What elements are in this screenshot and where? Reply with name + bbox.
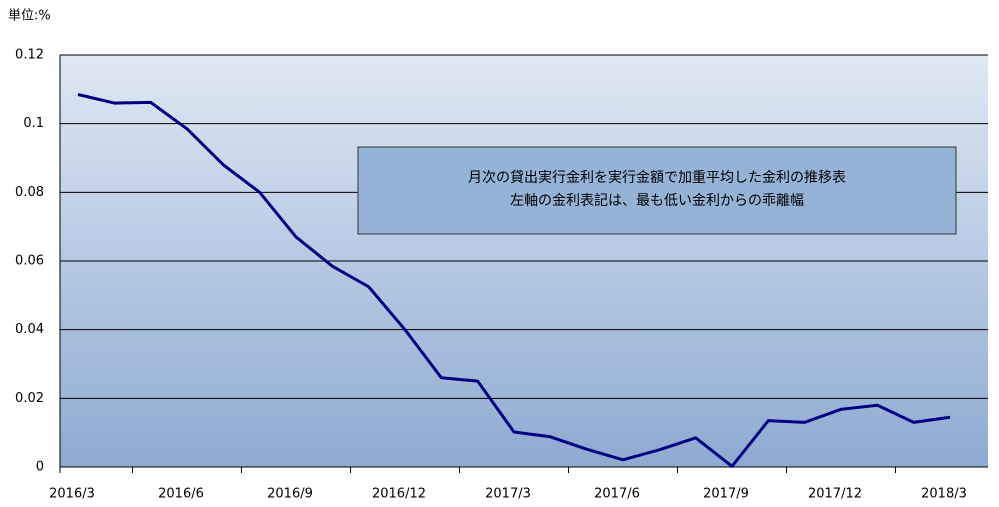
x-tick-label: 2016/9 <box>267 487 313 502</box>
annotation-box <box>357 146 957 235</box>
x-tick-label: 2018/3 <box>921 487 967 502</box>
x-tick-label: 2017/12 <box>808 487 862 502</box>
annotation: 月次の貸出実行金利を実行金額で加重平均した金利の推移表 <box>468 170 846 186</box>
x-tick-label: 2017/3 <box>485 487 531 502</box>
x-tick-label: 2016/12 <box>372 487 426 502</box>
annotation: 左軸の金利表記は、最も低い金利からの乖離幅 <box>510 192 804 209</box>
y-tick-label: 0 <box>36 460 44 475</box>
y-tick-label: 0.02 <box>15 391 44 406</box>
x-tick-label: 2017/6 <box>594 487 640 502</box>
unit-label: 単位:% <box>8 8 51 24</box>
x-tick-label: 2017/9 <box>703 487 749 502</box>
y-tick-label: 0.12 <box>15 48 44 63</box>
x-tick-label: 2016/6 <box>158 487 204 502</box>
y-tick-label: 0.04 <box>15 322 44 337</box>
y-tick-label: 0.1 <box>23 116 44 131</box>
line <box>77 93 951 468</box>
y-tick-label: 0.06 <box>15 254 44 269</box>
y-tick-label: 0.08 <box>15 185 44 200</box>
x-tick-label: 2016/3 <box>49 487 95 502</box>
